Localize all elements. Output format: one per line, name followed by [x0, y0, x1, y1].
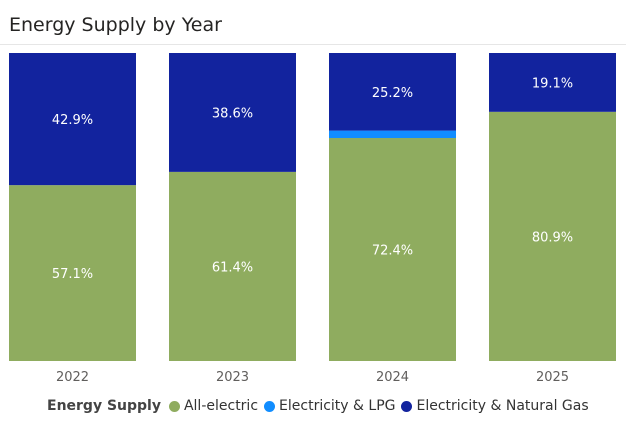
- data-label: 72.4%: [372, 244, 413, 259]
- bar-segment-2025-2[interactable]: [489, 53, 616, 112]
- chart-title: Energy Supply by Year: [9, 14, 222, 36]
- legend-item-electricity-natural-gas[interactable]: Electricity & Natural Gas: [401, 398, 589, 414]
- legend-label: All-electric: [183, 398, 259, 414]
- x-tick-label: 2022: [56, 370, 89, 385]
- legend-dot-icon: [168, 400, 180, 412]
- x-tick-label: 2023: [216, 370, 249, 385]
- legend-item-all-electric[interactable]: All-electric: [168, 398, 259, 414]
- legend-label: Electricity & LPG: [279, 398, 396, 414]
- legend-dot-icon: [264, 400, 276, 412]
- bar-segment-2023-2[interactable]: [169, 53, 296, 172]
- bar-segment-2023-0[interactable]: [169, 171, 296, 361]
- legend: Energy Supply All-electric Electricity &…: [47, 398, 595, 414]
- x-tick-label: 2024: [376, 370, 409, 385]
- data-label: 80.9%: [532, 230, 573, 245]
- legend-label: Electricity & Natural Gas: [416, 398, 589, 414]
- data-label: 19.1%: [532, 76, 573, 91]
- data-label: 38.6%: [212, 106, 253, 121]
- legend-item-electricity-lpg[interactable]: Electricity & LPG: [264, 398, 395, 414]
- bar-segment-2022-0[interactable]: [9, 185, 136, 361]
- legend-dot-icon: [401, 400, 413, 412]
- bar-segment-2025-0[interactable]: [489, 111, 616, 361]
- data-label: 57.1%: [52, 267, 93, 282]
- x-tick-label: 2025: [536, 370, 569, 385]
- title-divider: [0, 44, 626, 45]
- bar-segment-2022-2[interactable]: [9, 53, 136, 186]
- legend-title: Energy Supply: [47, 398, 161, 414]
- data-label: 42.9%: [52, 113, 93, 128]
- data-label: 61.4%: [212, 260, 253, 275]
- data-label: 25.2%: [372, 86, 413, 101]
- bar-segment-2024-2[interactable]: [329, 53, 456, 131]
- bar-segment-2024-0[interactable]: [329, 138, 456, 361]
- bar-segment-2024-1[interactable]: [329, 130, 456, 139]
